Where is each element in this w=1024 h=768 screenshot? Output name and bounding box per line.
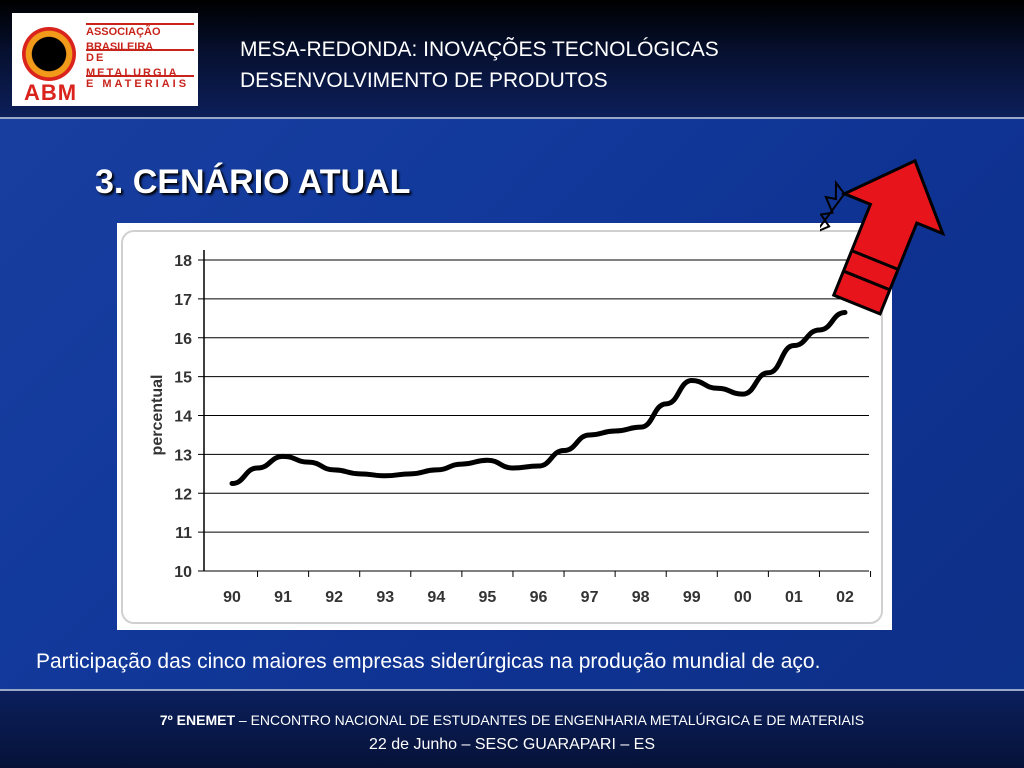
y-tick-label: 13 [174,447,192,464]
x-tick-label: 94 [427,589,445,606]
header-divider [0,117,1024,119]
y-axis-label: percentual [149,375,166,456]
x-tick-label: 97 [581,589,599,606]
x-tick-label: 91 [274,589,292,606]
up-arrow-icon [820,158,946,316]
footer-edition: 7º ENEMET [159,712,236,728]
y-tick-label: 11 [175,525,192,542]
chart-frame [121,230,883,624]
x-tick-label: 98 [632,589,650,606]
footer-date-place: 22 de Junho – SESC GUARAPARI – ES [368,736,656,753]
header-title-line1: MESA-REDONDA: INOVAÇÕES TECNOLÓGICAS [240,38,719,61]
footer-event-name: – ENCONTRO NACIONAL DE ESTUDANTES DE ENG… [235,712,865,728]
x-tick-label: 00 [734,589,752,606]
y-tick-label: 15 [174,370,192,387]
logo-emblem [22,27,76,81]
x-tick-label: 99 [683,589,701,606]
logo-text-line3: E MATERIAIS [86,75,194,92]
y-tick-label: 14 [174,409,192,426]
y-tick-label: 17 [174,292,192,309]
x-tick-label: 95 [479,589,497,606]
y-tick-label: 12 [174,486,192,503]
header-title-line2: DESENVOLVIMENTO DE PRODUTOS [240,69,608,92]
y-tick-label: 16 [174,331,192,348]
footer-divider [0,689,1024,691]
chart-caption: Participação das cinco maiores empresas … [36,650,821,673]
logo-abbr: ABM [24,80,78,105]
chart-panel: 10 11 12 13 14 15 16 17 18 90 91 92 93 94 95 96 97 98 99 00… [117,223,892,630]
x-tick-label: 01 [785,589,803,606]
y-tick-label: 10 [174,564,192,581]
x-tick-label: 92 [325,589,343,606]
footer-event-line: 7º ENEMET – ENCONTRO NACIONAL DE ESTUDAN… [0,712,1024,728]
x-tick-label: 02 [836,589,854,606]
footer-bar [0,691,1024,768]
x-tick-label: 90 [223,589,241,606]
x-tick-label: 96 [530,589,548,606]
line-chart: 10 11 12 13 14 15 16 17 18 90 91 92 93 94 95 96 97 98 99 00… [121,230,883,624]
section-title: 3. CENÁRIO ATUAL [95,163,411,201]
y-tick-label: 18 [174,253,192,270]
x-tick-label: 93 [376,589,394,606]
abm-logo: ABM ASSOCIAÇÃO BRASILEIRA DE METALURGIA … [12,13,198,106]
